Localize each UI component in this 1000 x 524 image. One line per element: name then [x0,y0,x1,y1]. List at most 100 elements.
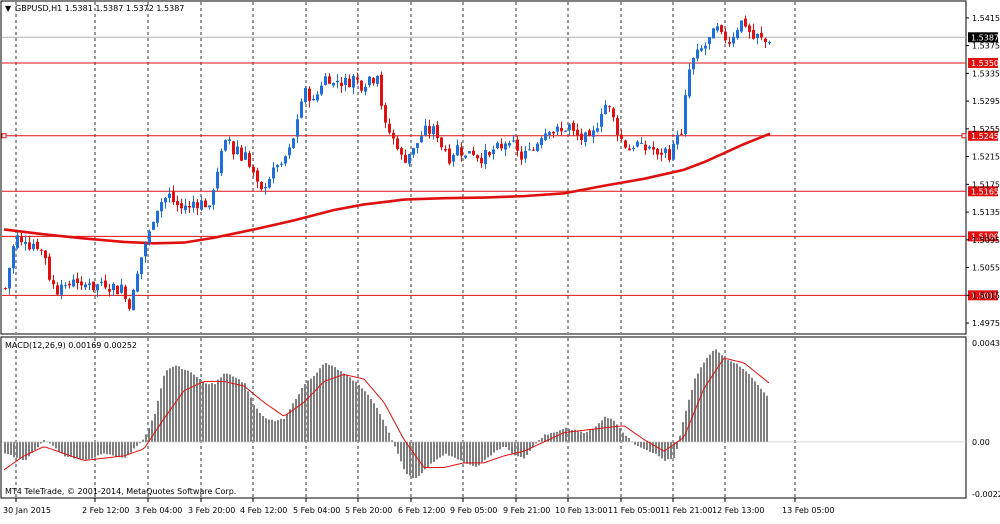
candle-body[interactable] [144,243,147,257]
candle-body[interactable] [616,118,619,135]
candle-body[interactable] [456,145,459,156]
candle-body[interactable] [432,126,435,135]
candle-body[interactable] [152,221,155,230]
candle-body[interactable] [272,167,275,179]
candle-body[interactable] [104,280,107,288]
candle-body[interactable] [680,133,683,135]
candle-body[interactable] [712,28,715,39]
candle-body[interactable] [368,76,371,85]
candle-body[interactable] [728,42,731,44]
candle-body[interactable] [300,101,303,118]
candle-body[interactable] [336,80,339,83]
candle-body[interactable] [8,267,11,289]
candle-body[interactable] [116,285,119,295]
candle-body[interactable] [192,201,195,208]
candle-body[interactable] [676,134,679,145]
candle-body[interactable] [748,25,751,32]
candle-body[interactable] [132,289,135,311]
candle-body[interactable] [196,202,199,209]
candle-body[interactable] [296,119,299,137]
symbol-menu-arrow[interactable]: ▼ [5,4,12,13]
candle-body[interactable] [148,231,151,244]
candle-body[interactable] [412,148,415,155]
candle-body[interactable] [632,148,635,150]
candle-body[interactable] [276,165,279,168]
candle-body[interactable] [736,30,739,39]
candle-body[interactable] [328,76,331,84]
candle-body[interactable] [640,142,643,144]
candle-body[interactable] [560,127,563,132]
candle-body[interactable] [756,33,759,39]
candle-body[interactable] [448,148,451,164]
candle-body[interactable] [720,25,723,33]
candle-body[interactable] [252,166,255,173]
candle-body[interactable] [200,200,203,210]
candle-body[interactable] [444,148,447,151]
candle-body[interactable] [692,58,695,70]
price-axis[interactable]: 1.5415 1.5375 1.5335 1.5295 1.5255 1.5215 1.51… [966,14,1000,328]
candle-body[interactable] [504,143,507,150]
candle-body[interactable] [396,138,399,149]
candle-body[interactable] [88,283,91,285]
candle-body[interactable] [44,250,47,259]
candle-body[interactable] [364,86,367,92]
candle-body[interactable] [480,158,483,164]
candle-body[interactable] [392,132,395,139]
candle-body[interactable] [188,206,191,208]
candle-body[interactable] [452,154,455,162]
level-anchor[interactable] [961,133,967,139]
candle-body[interactable] [424,125,427,136]
candle-body[interactable] [404,154,407,163]
candle-body[interactable] [160,202,163,212]
candle-body[interactable] [648,146,651,149]
candle-body[interactable] [248,153,251,167]
candle-body[interactable] [360,80,363,91]
candle-body[interactable] [240,147,243,161]
candle-body[interactable] [592,130,595,137]
candle-body[interactable] [608,106,611,108]
candle-body[interactable] [552,131,555,134]
candle-body[interactable] [120,284,123,293]
candle-body[interactable] [768,41,771,43]
candle-body[interactable] [556,126,559,132]
candle-body[interactable] [136,273,139,292]
candle-body[interactable] [332,82,335,86]
candle-body[interactable] [232,141,235,155]
candle-body[interactable] [744,18,747,27]
candle-body[interactable] [84,284,87,288]
candle-body[interactable] [32,243,35,250]
candle-body[interactable] [408,153,411,164]
candle-body[interactable] [464,155,467,158]
candle-body[interactable] [620,134,623,139]
candle-body[interactable] [568,124,571,130]
candle-body[interactable] [64,285,67,287]
candle-body[interactable] [76,278,79,284]
candle-body[interactable] [180,203,183,209]
candle-body[interactable] [484,150,487,165]
candle-body[interactable] [588,130,591,136]
candle-body[interactable] [664,148,667,153]
candle-body[interactable] [652,147,655,150]
candle-body[interactable] [700,48,703,51]
candle-body[interactable] [124,286,127,299]
candle-body[interactable] [684,95,687,134]
candle-body[interactable] [140,257,143,275]
candle-body[interactable] [512,140,515,142]
candle-body[interactable] [436,125,439,139]
candle-body[interactable] [256,170,259,182]
horizontal-levels[interactable]: 1.5350 1.5245 1.5165 1.5100 1.5015 [1,57,999,301]
candle-body[interactable] [128,299,131,309]
candle-body[interactable] [656,148,659,155]
candle-body[interactable] [340,82,343,87]
candle-body[interactable] [400,148,403,155]
candle-body[interactable] [48,256,51,280]
candle-body[interactable] [704,45,707,49]
candle-body[interactable] [16,235,19,248]
candle-body[interactable] [416,143,419,148]
candle-body[interactable] [500,143,503,149]
candle-body[interactable] [628,148,631,151]
candle-body[interactable] [596,128,599,132]
candle-body[interactable] [520,151,523,160]
candle-body[interactable] [316,94,319,101]
